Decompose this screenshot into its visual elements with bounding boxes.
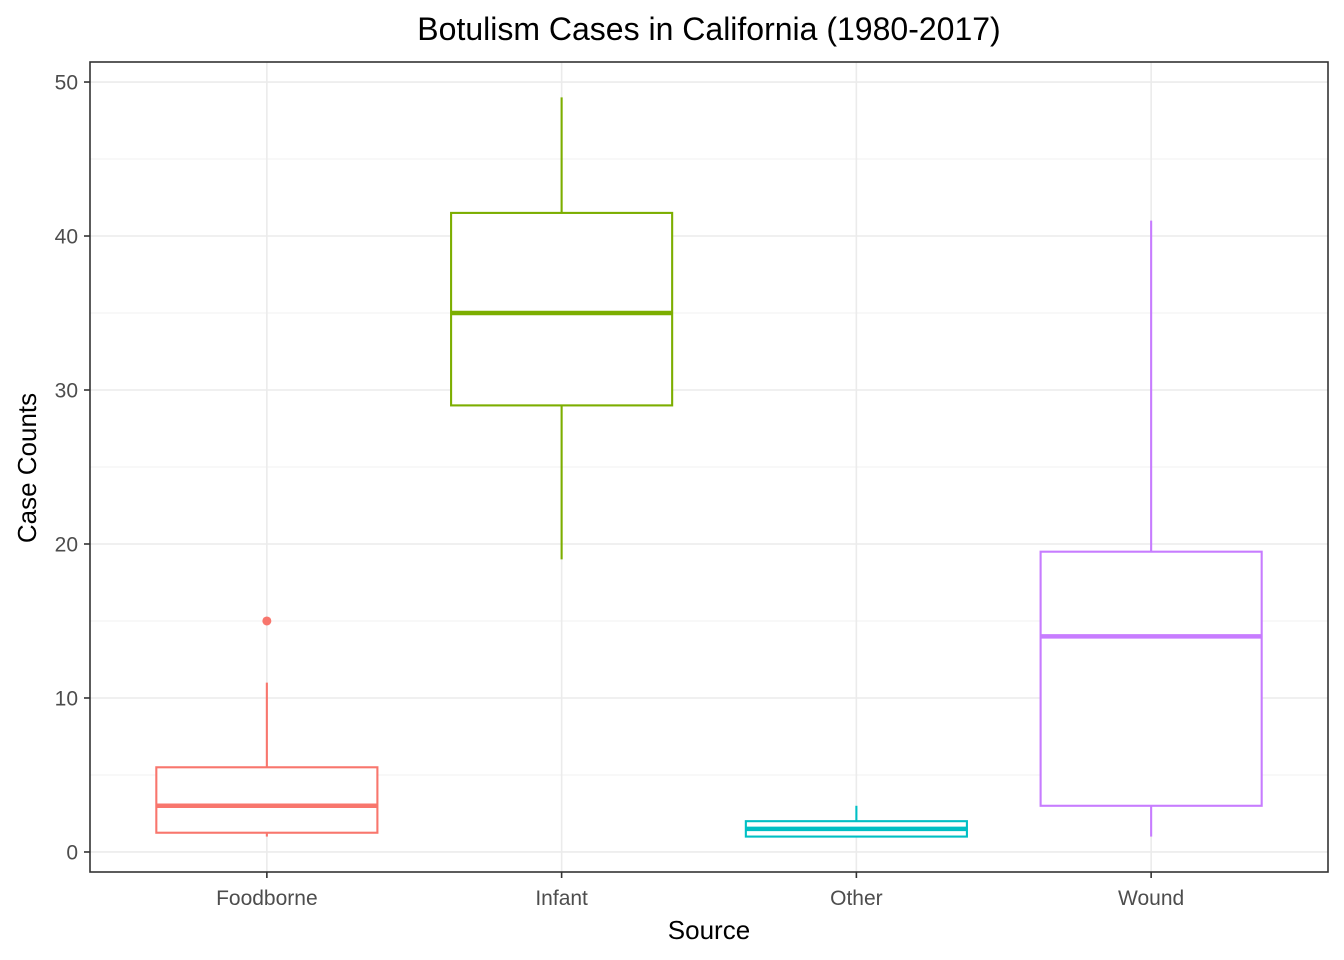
y-tick-label: 30 xyxy=(55,380,78,403)
box-body xyxy=(450,211,674,407)
x-tick-label: Foodborne xyxy=(216,887,318,910)
y-axis-title: Case Counts xyxy=(12,393,42,543)
y-tick-label: 40 xyxy=(55,226,78,249)
outlier-point xyxy=(262,616,272,626)
box-other xyxy=(744,805,968,838)
x-tick-label: Wound xyxy=(1118,887,1184,910)
box-wound xyxy=(1039,220,1263,837)
box-foodborne xyxy=(155,616,379,837)
plot-panel: 0 10 20 30 40 50 Foodborne Infant Other Wound xyxy=(55,61,1329,910)
chart-title: Botulism Cases in California (1980-2017) xyxy=(417,11,1000,47)
x-axis-title: Source xyxy=(668,915,750,945)
x-tick-label: Other xyxy=(830,887,883,910)
y-tick-label: 50 xyxy=(55,72,78,95)
box-body xyxy=(155,766,379,834)
y-tick-label: 20 xyxy=(55,533,78,556)
panel-border xyxy=(89,61,1329,873)
y-tick-label: 10 xyxy=(55,687,78,710)
box-body xyxy=(1039,550,1263,807)
x-tick-label: Infant xyxy=(535,887,588,910)
y-tick-label: 0 xyxy=(66,841,78,864)
box-infant xyxy=(450,97,674,560)
